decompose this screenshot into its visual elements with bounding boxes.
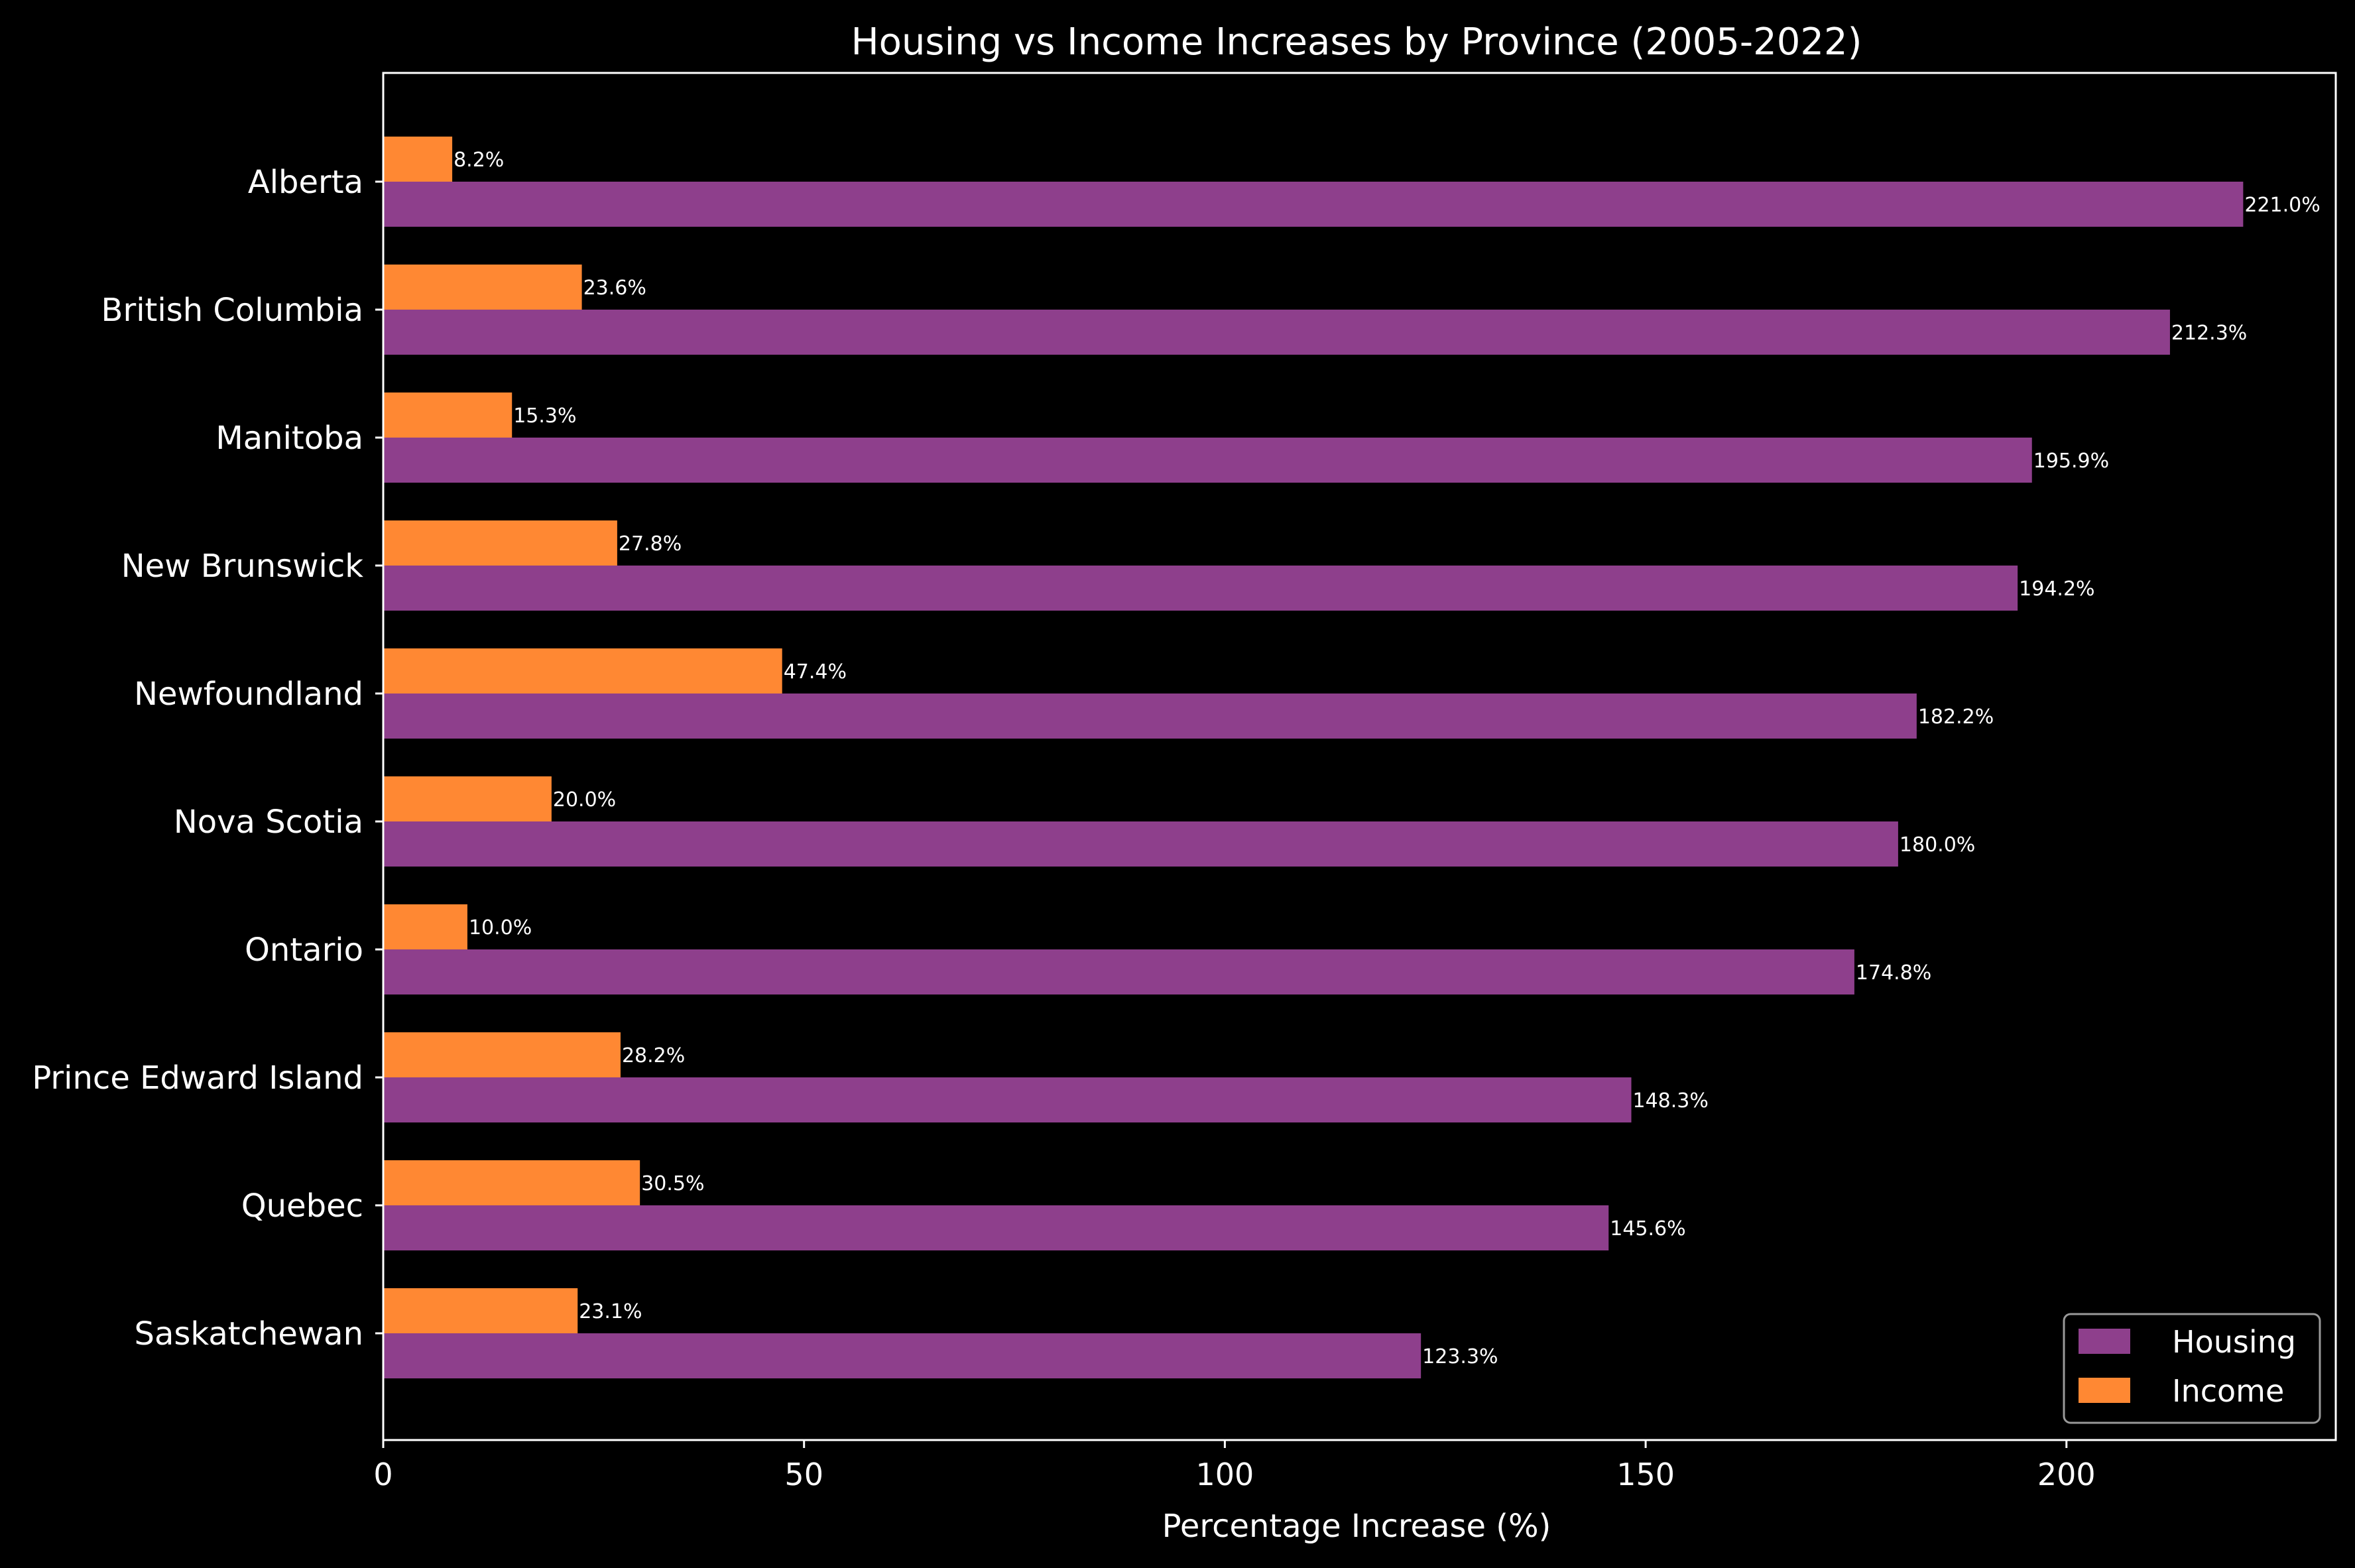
data-label-housing-manitoba: 195.9%	[2033, 450, 2109, 473]
x-tick-label-50: 50	[784, 1457, 823, 1492]
bar-income-prince-edward-island	[383, 1032, 621, 1077]
data-label-income-british-columbia: 23.6%	[583, 276, 646, 300]
data-labels-layer: 8.2% 221.0% 23.6% 212.3% 15.3% 195.9% 27.8% 194…	[453, 149, 2321, 1368]
data-label-income-prince-edward-island: 28.2%	[622, 1044, 685, 1067]
data-label-housing-saskatchewan: 123.3%	[1422, 1345, 1498, 1368]
bar-income-new-brunswick	[383, 520, 617, 566]
data-label-housing-ontario: 174.8%	[1856, 961, 1931, 985]
bar-income-quebec	[383, 1160, 640, 1205]
data-label-income-nova-scotia: 20.0%	[553, 788, 616, 812]
data-label-income-quebec: 30.5%	[641, 1172, 704, 1195]
data-label-housing-british-columbia: 212.3%	[2171, 322, 2247, 345]
bar-housing-prince-edward-island	[383, 1077, 1632, 1122]
data-label-housing-prince-edward-island: 148.3%	[1633, 1089, 1709, 1113]
data-label-income-saskatchewan: 23.1%	[579, 1300, 642, 1323]
legend-swatch-income	[2079, 1378, 2130, 1403]
bar-housing-ontario	[383, 949, 1854, 995]
y-tick-label-prince-edward-island: Prince Edward Island	[32, 1059, 363, 1097]
y-tick-label-quebec: Quebec	[241, 1187, 363, 1225]
y-tick-label-alberta: Alberta	[248, 164, 363, 201]
data-label-housing-nova-scotia: 180.0%	[1900, 833, 1975, 857]
y-tick-label-saskatchewan: Saskatchewan	[134, 1315, 363, 1353]
legend-label-income: Income	[2172, 1373, 2284, 1409]
y-tick-label-new-brunswick: New Brunswick	[121, 548, 363, 585]
x-tick-label-100: 100	[1195, 1457, 1254, 1492]
bar-housing-alberta	[383, 182, 2244, 227]
x-axis-label: Percentage Increase (%)	[1162, 1508, 1551, 1545]
data-label-housing-alberta: 221.0%	[2244, 194, 2320, 217]
data-label-housing-new-brunswick: 194.2%	[2019, 577, 2094, 601]
legend: Housing Income	[2063, 1313, 2321, 1424]
bar-housing-nova-scotia	[383, 821, 1898, 867]
plot-frame	[382, 72, 2337, 1441]
bar-income-saskatchewan	[383, 1288, 578, 1333]
data-label-income-ontario: 10.0%	[469, 916, 532, 939]
bar-housing-manitoba	[383, 438, 2032, 483]
bar-income-nova-scotia	[383, 776, 552, 821]
data-label-housing-newfoundland: 182.2%	[1918, 705, 1994, 729]
bar-income-alberta	[383, 137, 453, 182]
bar-housing-british-columbia	[383, 310, 2170, 355]
legend-swatch-housing	[2079, 1329, 2130, 1354]
y-tick-label-ontario: Ontario	[245, 932, 363, 969]
x-tick-label-150: 150	[1616, 1457, 1675, 1492]
bar-income-british-columbia	[383, 265, 582, 310]
data-label-income-new-brunswick: 27.8%	[619, 532, 682, 556]
y-tick-label-newfoundland: Newfoundland	[134, 676, 363, 713]
legend-label-housing: Housing	[2172, 1324, 2296, 1360]
data-label-income-alberta: 8.2%	[453, 149, 504, 172]
x-tick-label-200: 200	[2037, 1457, 2096, 1492]
bar-housing-newfoundland	[383, 694, 1917, 739]
data-label-income-newfoundland: 47.4%	[784, 660, 847, 684]
x-tick-label-0: 0	[373, 1457, 392, 1492]
bars-layer	[383, 137, 2244, 1378]
y-tick-label-manitoba: Manitoba	[215, 420, 363, 457]
y-tick-label-nova-scotia: Nova Scotia	[174, 804, 363, 841]
axes-layer: Alberta British Columbia Manitoba New Bruns…	[32, 72, 2337, 1492]
data-label-housing-quebec: 145.6%	[1610, 1217, 1685, 1240]
bar-income-ontario	[383, 904, 467, 949]
bar-housing-saskatchewan	[383, 1333, 1421, 1378]
y-tick-label-british-columbia: British Columbia	[101, 292, 363, 329]
bar-income-newfoundland	[383, 648, 782, 694]
bar-income-manitoba	[383, 392, 513, 438]
bar-housing-new-brunswick	[383, 566, 2018, 611]
data-label-income-manitoba: 15.3%	[513, 404, 576, 428]
chart-title: Housing vs Income Increases by Province …	[851, 21, 1862, 64]
bar-housing-quebec	[383, 1205, 1609, 1250]
